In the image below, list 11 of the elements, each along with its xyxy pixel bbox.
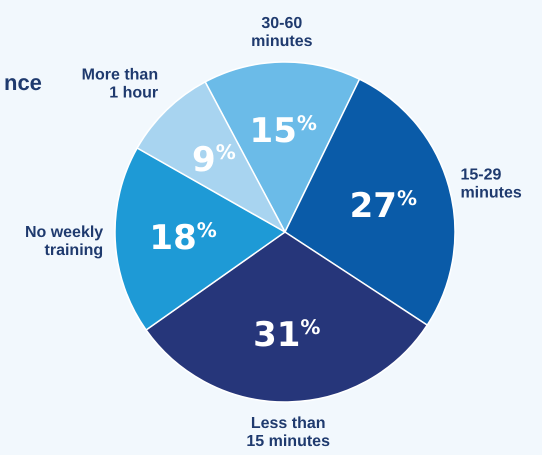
slice-label: Less than 15 minutes [246,414,330,450]
data-label: 15$^{%}$ [250,111,317,152]
slice-label: 30-60 minutes [251,15,313,50]
data-label: 9$^{%}$ [192,140,236,180]
data-label: 31$^{%}$ [253,314,320,355]
slice-label: No weekly training [24,224,104,259]
text: nce [4,70,42,95]
data-label: 18$^{%}$ [149,218,217,258]
data-label: 27$^{%}$ [350,186,418,226]
slice-label: More than 1 hour [82,66,158,102]
slice-label: 15-29 minutes [460,166,522,202]
